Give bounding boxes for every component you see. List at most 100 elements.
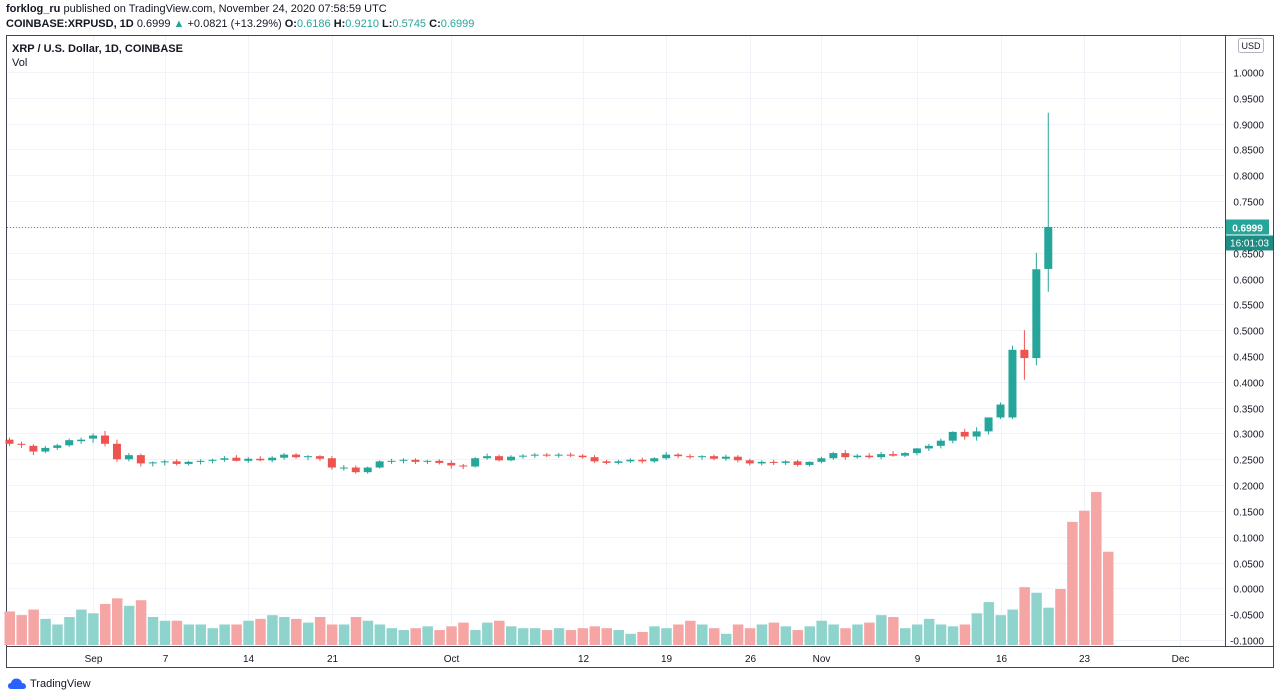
candle-body [614, 461, 623, 463]
volume-bar [267, 615, 278, 645]
candle-body [483, 456, 492, 459]
volume-bar [529, 628, 541, 645]
volume-bar [40, 618, 51, 645]
candle-body [912, 448, 921, 454]
last-price-tag-label: 0.6999 [1232, 224, 1263, 235]
volume-bar [553, 628, 565, 645]
volume-bar [195, 624, 207, 645]
candle-body [889, 454, 898, 456]
volume-bar [482, 622, 493, 645]
volume-bar [1019, 587, 1030, 645]
price-chart[interactable]: 1.00000.95000.90000.85000.80000.75000.70… [0, 0, 1280, 676]
candle-body [566, 454, 575, 456]
currency-badge[interactable]: USD [1238, 38, 1264, 53]
volume-bar [16, 615, 27, 645]
volume-bar [613, 630, 624, 645]
open-value: 0.6186 [296, 18, 331, 30]
candle-body [996, 404, 1005, 418]
volume-bar [291, 618, 302, 645]
candle-body [865, 455, 874, 458]
price-axis[interactable]: 1.00000.95000.90000.85000.80000.75000.70… [1230, 69, 1264, 648]
chart-frame [6, 35, 1274, 668]
volume-bar [1067, 521, 1078, 645]
volume-bar [589, 626, 601, 645]
candle-body [77, 439, 86, 442]
volume-bar [697, 624, 708, 645]
volume-bar [446, 626, 457, 645]
candle-body [244, 458, 253, 461]
candle-body [459, 465, 468, 467]
volume-bar [1007, 609, 1018, 645]
candle-body [112, 443, 121, 460]
candle-body [924, 445, 933, 449]
candle-body [196, 460, 205, 462]
volume-bar [732, 624, 744, 645]
volume-bar [64, 617, 75, 645]
candle-body [232, 457, 241, 461]
last-price: 0.6999 [136, 18, 171, 30]
price-tick-label: 0.2500 [1233, 456, 1264, 467]
volume-bar [959, 624, 971, 645]
volume-bar [279, 617, 290, 645]
candle-body [5, 439, 14, 444]
candle-body [853, 455, 862, 458]
time-tick-label: 12 [578, 654, 590, 665]
volume-bar [243, 620, 254, 645]
tradingview-brand[interactable]: TradingView [30, 678, 91, 690]
low-value: 0.5745 [392, 18, 427, 30]
price-tick-label: 0.1000 [1233, 534, 1264, 545]
candle-body [530, 454, 539, 456]
volume-bar [756, 624, 768, 645]
volume-bar [76, 609, 87, 645]
price-tick-label: 0.8500 [1233, 146, 1264, 157]
volume-bar [768, 622, 780, 645]
volume-bar [685, 620, 696, 645]
volume-bar [314, 617, 326, 645]
candle-body [960, 431, 969, 437]
legend-vol: Vol [12, 57, 27, 69]
last-price-tag [1226, 219, 1269, 235]
candle-body [829, 453, 838, 459]
candle-body [554, 454, 563, 456]
time-tick-label: Dec [1172, 654, 1190, 665]
volume-bar [840, 628, 851, 645]
candle-body [638, 459, 647, 462]
volume-bar [1055, 589, 1066, 645]
candle-body [268, 457, 277, 461]
volume-bar [470, 630, 481, 645]
volume-bar [231, 624, 242, 645]
price-tick-label: 0.7500 [1233, 198, 1264, 209]
candle-body [101, 435, 110, 444]
volume-bar [147, 617, 159, 645]
volume-bar [1079, 510, 1090, 645]
time-tick-label: Nov [813, 654, 831, 665]
candle-body [674, 454, 683, 457]
candle-body [901, 453, 909, 456]
volume-bar [171, 620, 183, 645]
volume-bar [207, 628, 218, 645]
candle-body [506, 456, 515, 461]
volume-bar [625, 633, 636, 645]
candle-body [877, 454, 886, 458]
volume-bar [123, 605, 135, 645]
volume-bar [661, 628, 672, 645]
volume-bar [517, 628, 529, 645]
author-name[interactable]: forklog_ru [6, 3, 61, 15]
volume-bar [577, 628, 589, 645]
time-tick-label: 9 [915, 654, 921, 665]
time-axis[interactable]: Sep 7 14 21 Oct 12 19 26 Nov 9 16 23 Dec [85, 654, 1190, 665]
candle-body [1044, 226, 1053, 269]
volume-bar [398, 630, 410, 645]
close-value: 0.6999 [440, 18, 475, 30]
candle-body [972, 431, 981, 437]
price-tick-label: 0.9500 [1233, 95, 1264, 106]
candle-body [495, 456, 504, 461]
volume-bar [386, 628, 398, 645]
candle-body [315, 456, 324, 459]
candle-body [339, 467, 348, 469]
volume-bar [852, 624, 863, 645]
candle-body [757, 461, 766, 464]
candle-body [292, 454, 301, 458]
currency-label: USD [1241, 41, 1261, 51]
volume-bar [1043, 607, 1054, 645]
